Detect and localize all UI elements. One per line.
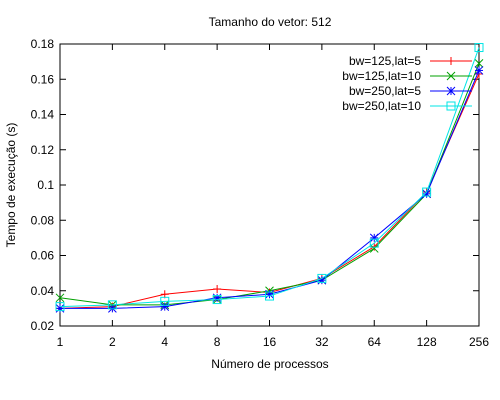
legend-item: bw=125,lat=5 — [349, 54, 472, 68]
data-point — [474, 43, 484, 53]
y-tick-label: 0.14 — [31, 108, 55, 122]
data-point — [422, 187, 432, 197]
y-tick-label: 0.16 — [31, 72, 55, 86]
data-point — [212, 295, 222, 305]
y-tick-label: 0.1 — [37, 178, 54, 192]
data-point — [55, 302, 65, 312]
legend-swatch-marker — [446, 86, 456, 96]
data-point — [55, 293, 65, 303]
x-tick-label: 8 — [214, 335, 221, 349]
data-point — [160, 296, 170, 306]
y-tick-label: 0.12 — [31, 143, 55, 157]
legend-label: bw=250,lat=5 — [349, 84, 421, 98]
axis-ticks: 0.02 0.04 0.06 0.08 0.1 0.12 0.14 0.16 0.18 1 2 4 8 1… — [31, 37, 490, 349]
legend-item: bw=250,lat=10 — [342, 99, 472, 113]
x-tick-label: 2 — [109, 335, 116, 349]
data-point — [474, 59, 484, 68]
chart-title: Tamanho do vetor: 512 — [209, 15, 332, 29]
data-point — [317, 275, 327, 285]
data-point — [369, 238, 379, 248]
data-point — [212, 293, 222, 303]
legend-label: bw=125,lat=5 — [349, 54, 421, 68]
x-tick-label: 32 — [315, 335, 329, 349]
legend-swatch-marker — [446, 71, 456, 81]
legend-label: bw=125,lat=10 — [342, 69, 421, 83]
x-tick-label: 256 — [469, 335, 489, 349]
series-layer — [55, 43, 484, 313]
y-tick-label: 0.18 — [31, 37, 55, 51]
x-tick-label: 1 — [57, 335, 64, 349]
legend-item: bw=125,lat=10 — [342, 69, 472, 83]
legend-swatch-marker — [446, 101, 456, 111]
data-point — [317, 273, 327, 283]
series-4 — [55, 43, 484, 312]
series-line — [59, 47, 480, 308]
legend-swatch-marker — [447, 57, 455, 65]
x-tick-label: 4 — [161, 335, 168, 349]
x-tick-label: 128 — [417, 335, 437, 349]
data-point — [265, 291, 274, 301]
x-tick-label: 16 — [263, 335, 277, 349]
legend-label: bw=250,lat=10 — [342, 99, 421, 113]
x-tick-label: 64 — [368, 335, 382, 349]
data-point — [213, 284, 222, 293]
x-axis-label: Número de processos — [211, 357, 328, 371]
y-tick-label: 0.06 — [31, 249, 55, 263]
data-point — [474, 66, 484, 75]
y-tick-label: 0.04 — [31, 284, 55, 298]
data-point — [160, 302, 170, 311]
data-point — [265, 289, 274, 299]
y-tick-label: 0.02 — [31, 319, 55, 333]
legend: bw=125,lat=5bw=125,lat=10bw=250,lat=5bw=… — [342, 54, 472, 113]
data-point — [107, 300, 117, 310]
legend-item: bw=250,lat=5 — [349, 84, 472, 98]
data-point — [369, 244, 379, 253]
y-tick-label: 0.08 — [31, 213, 55, 227]
y-axis-label: Tempo de execução (s) — [4, 123, 18, 248]
data-point — [55, 304, 65, 313]
